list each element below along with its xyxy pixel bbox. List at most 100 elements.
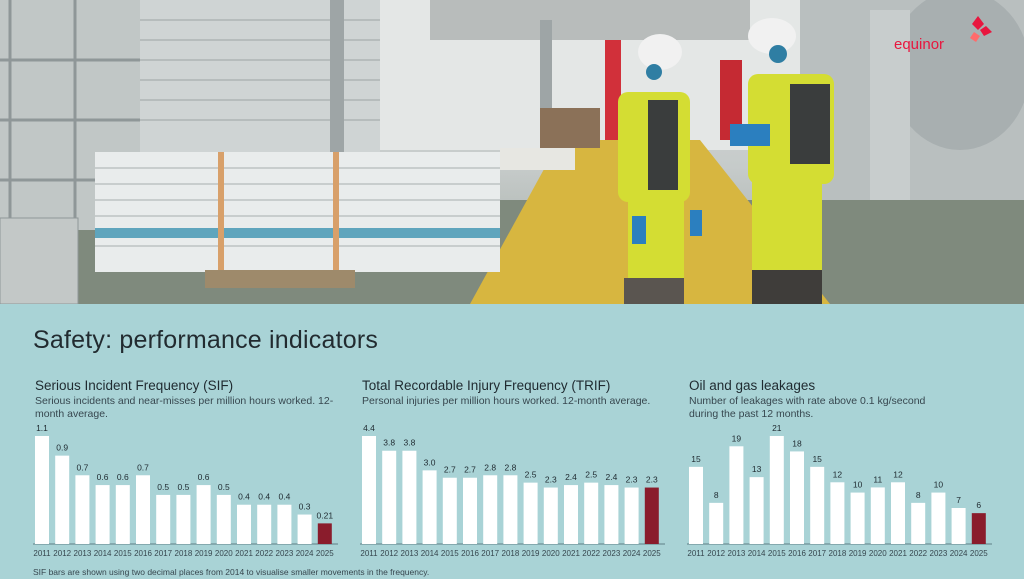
data-label: 0.5 (177, 482, 189, 492)
bar-2011 (689, 466, 703, 544)
data-label: 11 (873, 474, 882, 484)
data-label: 21 (772, 423, 782, 433)
data-label: 0.3 (299, 502, 311, 512)
x-tick-label: 2024 (950, 549, 968, 558)
x-tick-label: 2015 (114, 549, 132, 558)
bar-2023 (931, 492, 946, 544)
data-label: 1.1 (36, 423, 48, 433)
x-tick-label: 2019 (522, 549, 540, 558)
data-label: 2.5 (585, 470, 597, 480)
chart-title: Serious Incident Frequency (SIF) (35, 378, 234, 393)
data-label: 12 (833, 469, 843, 479)
x-tick-label: 2013 (728, 549, 746, 558)
industrial-scene-illustration (0, 0, 1024, 304)
x-tick-label: 2021 (562, 549, 580, 558)
bar-2011 (35, 436, 49, 544)
bar-2016 (790, 451, 804, 544)
bar-2011 (362, 436, 376, 544)
equinor-logo: equinor (894, 16, 994, 56)
trif-bar-chart: 4.4 2011 3.8 2012 3.8 2013 3.0 2014 2.7 2015 2.7 20… (360, 423, 665, 558)
bar-2017 (810, 466, 825, 544)
equinor-star-icon (970, 16, 992, 42)
x-tick-label: 2016 (461, 549, 479, 558)
trif-chart: Total Recordable Injury Frequency (TRIF)… (360, 378, 670, 568)
data-label: 0.6 (117, 472, 129, 482)
x-tick-label: 2021 (235, 549, 253, 558)
data-label: 0.4 (278, 492, 290, 502)
x-tick-label: 2025 (970, 549, 988, 558)
data-label: 3.8 (383, 438, 395, 448)
x-tick-label: 2022 (909, 549, 927, 558)
leakages-bar-chart: 15 2011 8 2012 19 2013 13 2014 21 2015 18 2016 15 201… (687, 423, 992, 558)
bar-2013 (729, 446, 744, 544)
x-tick-label: 2023 (930, 549, 948, 558)
bar-2019 (196, 485, 211, 544)
bar-2014 (422, 470, 437, 544)
bar-2012 (709, 502, 724, 544)
x-tick-label: 2012 (380, 549, 398, 558)
data-label: 4.4 (363, 423, 375, 433)
bar-2024 (297, 514, 312, 544)
bar-2021 (564, 485, 578, 544)
x-tick-label: 2012 (707, 549, 725, 558)
sif-bar-chart: 1.1 2011 0.9 2012 0.7 2013 0.6 2014 0.6 2015 0.7 20… (33, 423, 338, 558)
x-tick-label: 2019 (849, 549, 867, 558)
data-label: 18 (792, 438, 802, 448)
data-label: 2.3 (545, 475, 557, 485)
x-tick-label: 2020 (215, 549, 233, 558)
x-tick-label: 2011 (360, 549, 378, 558)
data-label: 0.7 (137, 462, 149, 472)
bar-2018 (830, 482, 845, 544)
data-label: 0.5 (157, 482, 169, 492)
bar-2022 (911, 502, 926, 544)
data-label: 0.5 (218, 482, 230, 492)
chart-title: Oil and gas leakages (689, 378, 816, 393)
x-tick-label: 2025 (316, 549, 334, 558)
bar-2021 (237, 504, 251, 544)
x-tick-label: 2018 (829, 549, 847, 558)
bar-2018 (503, 475, 518, 544)
bar-2023 (277, 504, 292, 544)
footnote: SIF bars are shown using two decimal pla… (33, 567, 430, 577)
data-label: 2.4 (565, 472, 577, 482)
data-label: 15 (812, 454, 822, 464)
data-label: 15 (691, 454, 701, 464)
x-tick-label: 2016 (788, 549, 806, 558)
bar-2019 (850, 492, 865, 544)
x-tick-label: 2013 (401, 549, 419, 558)
data-label: 2.7 (444, 465, 456, 475)
x-tick-label: 2017 (154, 549, 172, 558)
page-title: Safety: performance indicators (33, 326, 379, 354)
chart-subtitle: Number of leakages with rate above 0.1 k… (689, 395, 926, 420)
chart-subtitle: Personal injuries per million hours work… (362, 395, 651, 407)
leakages-chart: Oil and gas leakages Number of leakages … (687, 378, 997, 568)
data-label: 3.8 (403, 438, 415, 448)
x-tick-label: 2023 (276, 549, 294, 558)
bar-2015 (442, 477, 457, 544)
x-tick-label: 2023 (603, 549, 621, 558)
bar-2015 (769, 436, 784, 544)
x-tick-label: 2020 (542, 549, 560, 558)
x-tick-label: 2011 (33, 549, 51, 558)
data-label: 10 (853, 480, 863, 490)
data-label: 0.4 (238, 492, 250, 502)
x-tick-label: 2025 (643, 549, 661, 558)
bar-2020 (216, 494, 231, 544)
data-label: 2.4 (605, 472, 617, 482)
bar-2013 (75, 475, 90, 544)
data-label: 2.8 (504, 462, 516, 472)
data-label: 12 (893, 469, 903, 479)
bar-2025 (644, 487, 659, 544)
x-tick-label: 2022 (255, 549, 273, 558)
x-tick-label: 2012 (53, 549, 71, 558)
data-label: 2.7 (464, 465, 476, 475)
data-label: 2.3 (646, 475, 658, 485)
data-label: 8 (916, 490, 921, 500)
x-tick-label: 2013 (74, 549, 92, 558)
bar-2014 (95, 485, 110, 544)
bar-2018 (176, 494, 191, 544)
data-label: 2.3 (626, 475, 638, 485)
x-tick-label: 2011 (687, 549, 705, 558)
bar-2020 (543, 487, 558, 544)
x-tick-label: 2017 (808, 549, 826, 558)
